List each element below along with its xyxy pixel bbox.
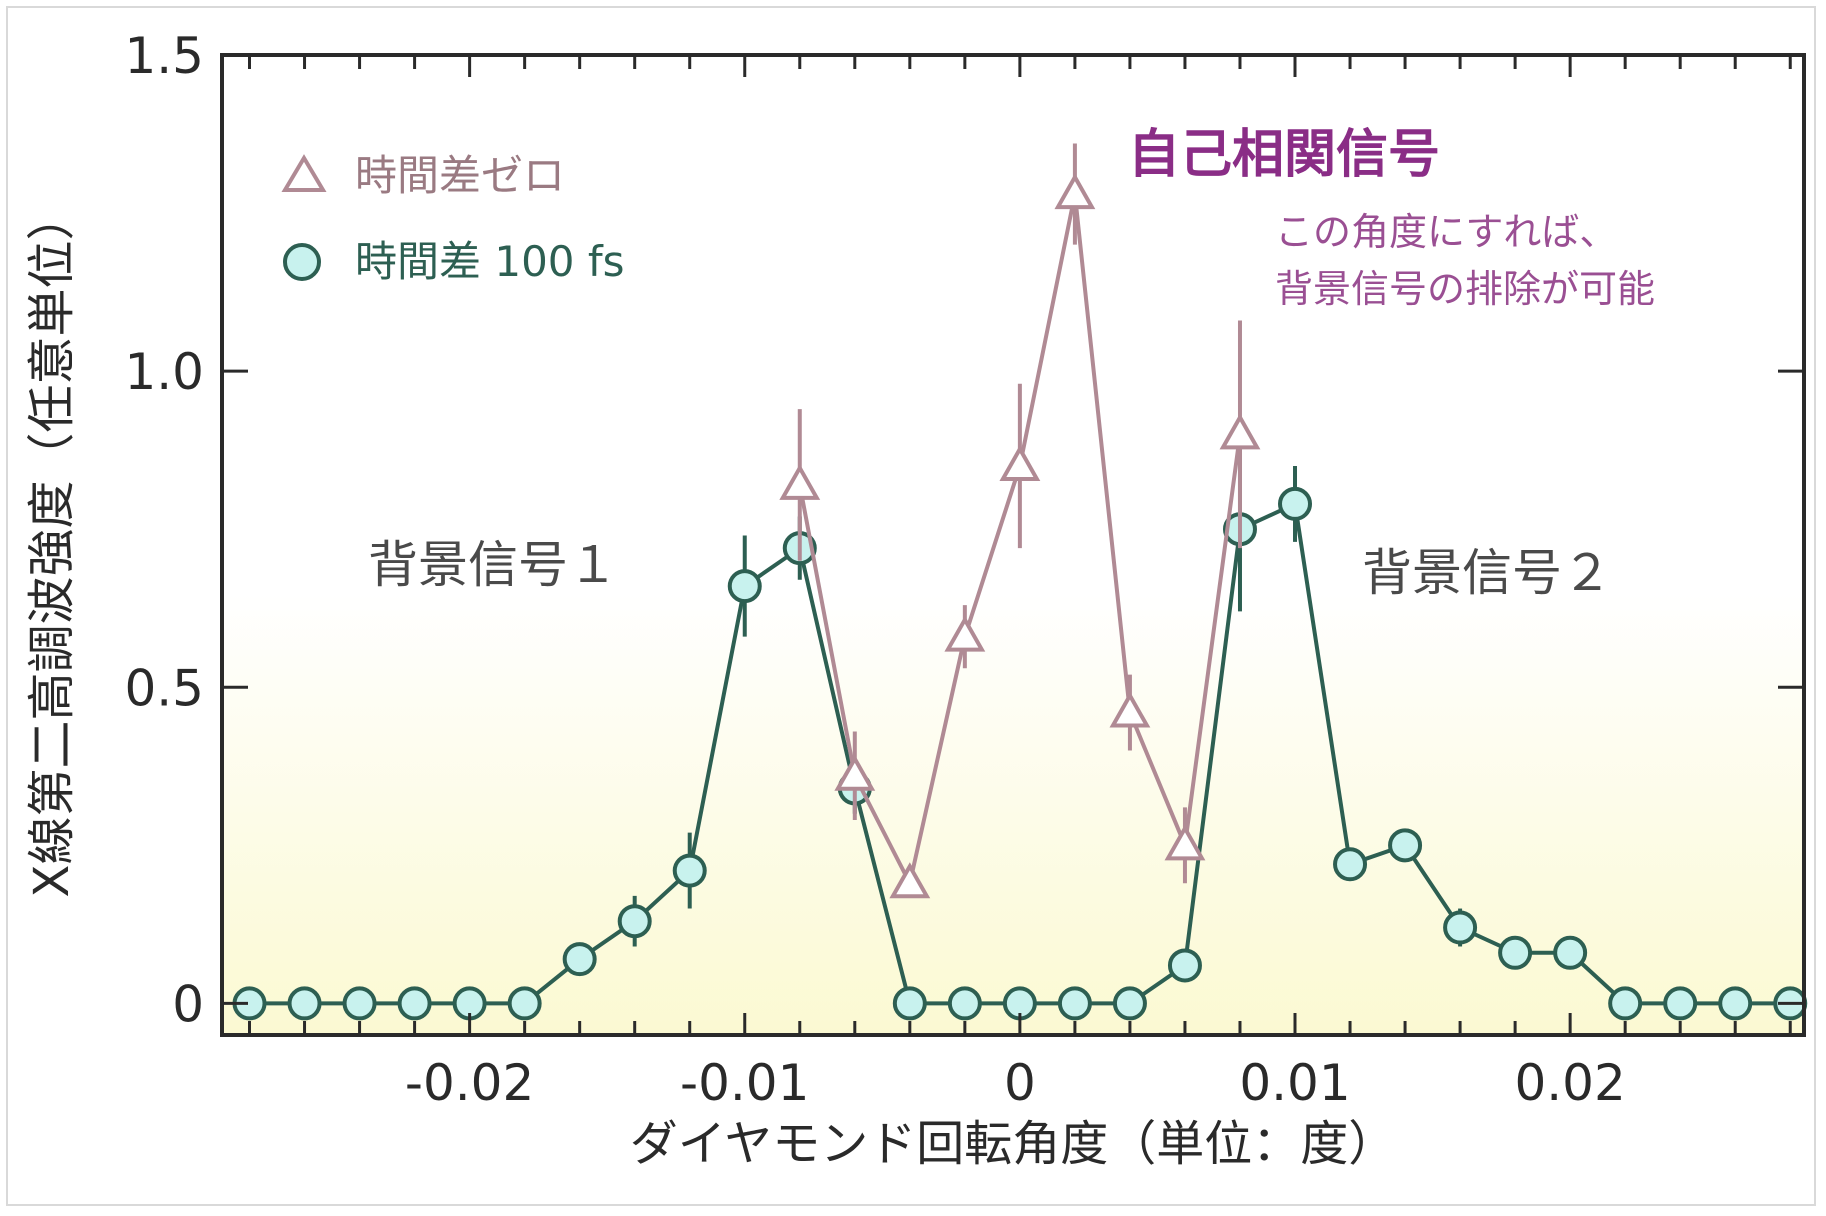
- data-point-circle: [507, 986, 542, 1021]
- plot-frame: [220, 53, 1806, 1037]
- data-point-triangle: [1219, 413, 1261, 450]
- y-axis-title: X線第二高調波強度（任意単位）: [24, 193, 80, 898]
- x-tick-label: 0.01: [1239, 1054, 1350, 1112]
- data-point-triangle: [779, 463, 821, 500]
- angle-note-line2: 背景信号の排除が可能: [1275, 267, 1655, 311]
- x-tick-label: -0.02: [405, 1054, 534, 1112]
- x-tick-label: 0: [1004, 1054, 1036, 1112]
- data-point-circle: [1553, 935, 1588, 970]
- data-point-triangle: [1054, 173, 1096, 210]
- data-point-triangle: [1164, 824, 1206, 861]
- x-axis-title: ダイヤモンド回転角度（単位：度）: [630, 1116, 1397, 1172]
- data-point-circle: [1278, 486, 1313, 521]
- axis-layer: -0.02 -0.01 0 0.01 0.02 0 0.5 1.0 1.5: [124, 27, 1806, 1112]
- data-point-triangle: [999, 444, 1041, 481]
- legend-label-100fs: 時間差 100 fs: [355, 237, 625, 286]
- data-point-circle: [1718, 986, 1753, 1021]
- data-point-circle: [1608, 986, 1643, 1021]
- data-point-circle: [617, 904, 652, 939]
- legend-triangle-icon: [281, 154, 327, 192]
- data-point-circle: [342, 986, 377, 1021]
- data-point-circle: [562, 942, 597, 977]
- data-point-circle: [1498, 935, 1533, 970]
- plot-background: [222, 55, 1804, 1035]
- data-point-circle: [1663, 986, 1698, 1021]
- data-point-triangle: [889, 862, 931, 899]
- series-layer: [232, 143, 1808, 1021]
- x-tick-label: -0.01: [680, 1054, 809, 1112]
- legend-circle-icon: [283, 243, 321, 281]
- data-point-circle: [1057, 986, 1092, 1021]
- x-tick-label: 0.02: [1514, 1054, 1625, 1112]
- data-point-circle: [892, 986, 927, 1021]
- y-tick-label: 0: [172, 975, 204, 1033]
- data-point-triangle: [1109, 691, 1151, 728]
- data-point-circle: [287, 986, 322, 1021]
- y-tick-label: 1.5: [124, 27, 204, 85]
- data-point-circle: [727, 569, 762, 604]
- series-zero-delay: [779, 143, 1261, 899]
- data-point-circle: [1112, 986, 1147, 1021]
- angle-note-line1: この角度にすれば、: [1275, 210, 1617, 254]
- data-point-circle: [672, 853, 707, 888]
- y-tick-label: 1.0: [124, 343, 204, 401]
- data-point-circle: [397, 986, 432, 1021]
- data-point-triangle: [834, 754, 876, 791]
- data-point-triangle: [944, 615, 986, 652]
- data-point-circle: [1167, 948, 1202, 983]
- data-point-circle: [1333, 847, 1368, 882]
- background-signal-1-label: 背景信号１: [368, 536, 618, 594]
- legend-label-zero: 時間差ゼロ: [355, 151, 565, 200]
- data-point-circle: [1388, 828, 1423, 863]
- data-point-circle: [947, 986, 982, 1021]
- legend: 時間差ゼロ 時間差 100 fs: [281, 151, 625, 286]
- data-point-circle: [1443, 910, 1478, 945]
- autocorrelation-title: 自己相関信号: [1128, 125, 1440, 185]
- background-signal-2-label: 背景信号２: [1362, 544, 1612, 602]
- y-tick-label: 0.5: [124, 659, 204, 717]
